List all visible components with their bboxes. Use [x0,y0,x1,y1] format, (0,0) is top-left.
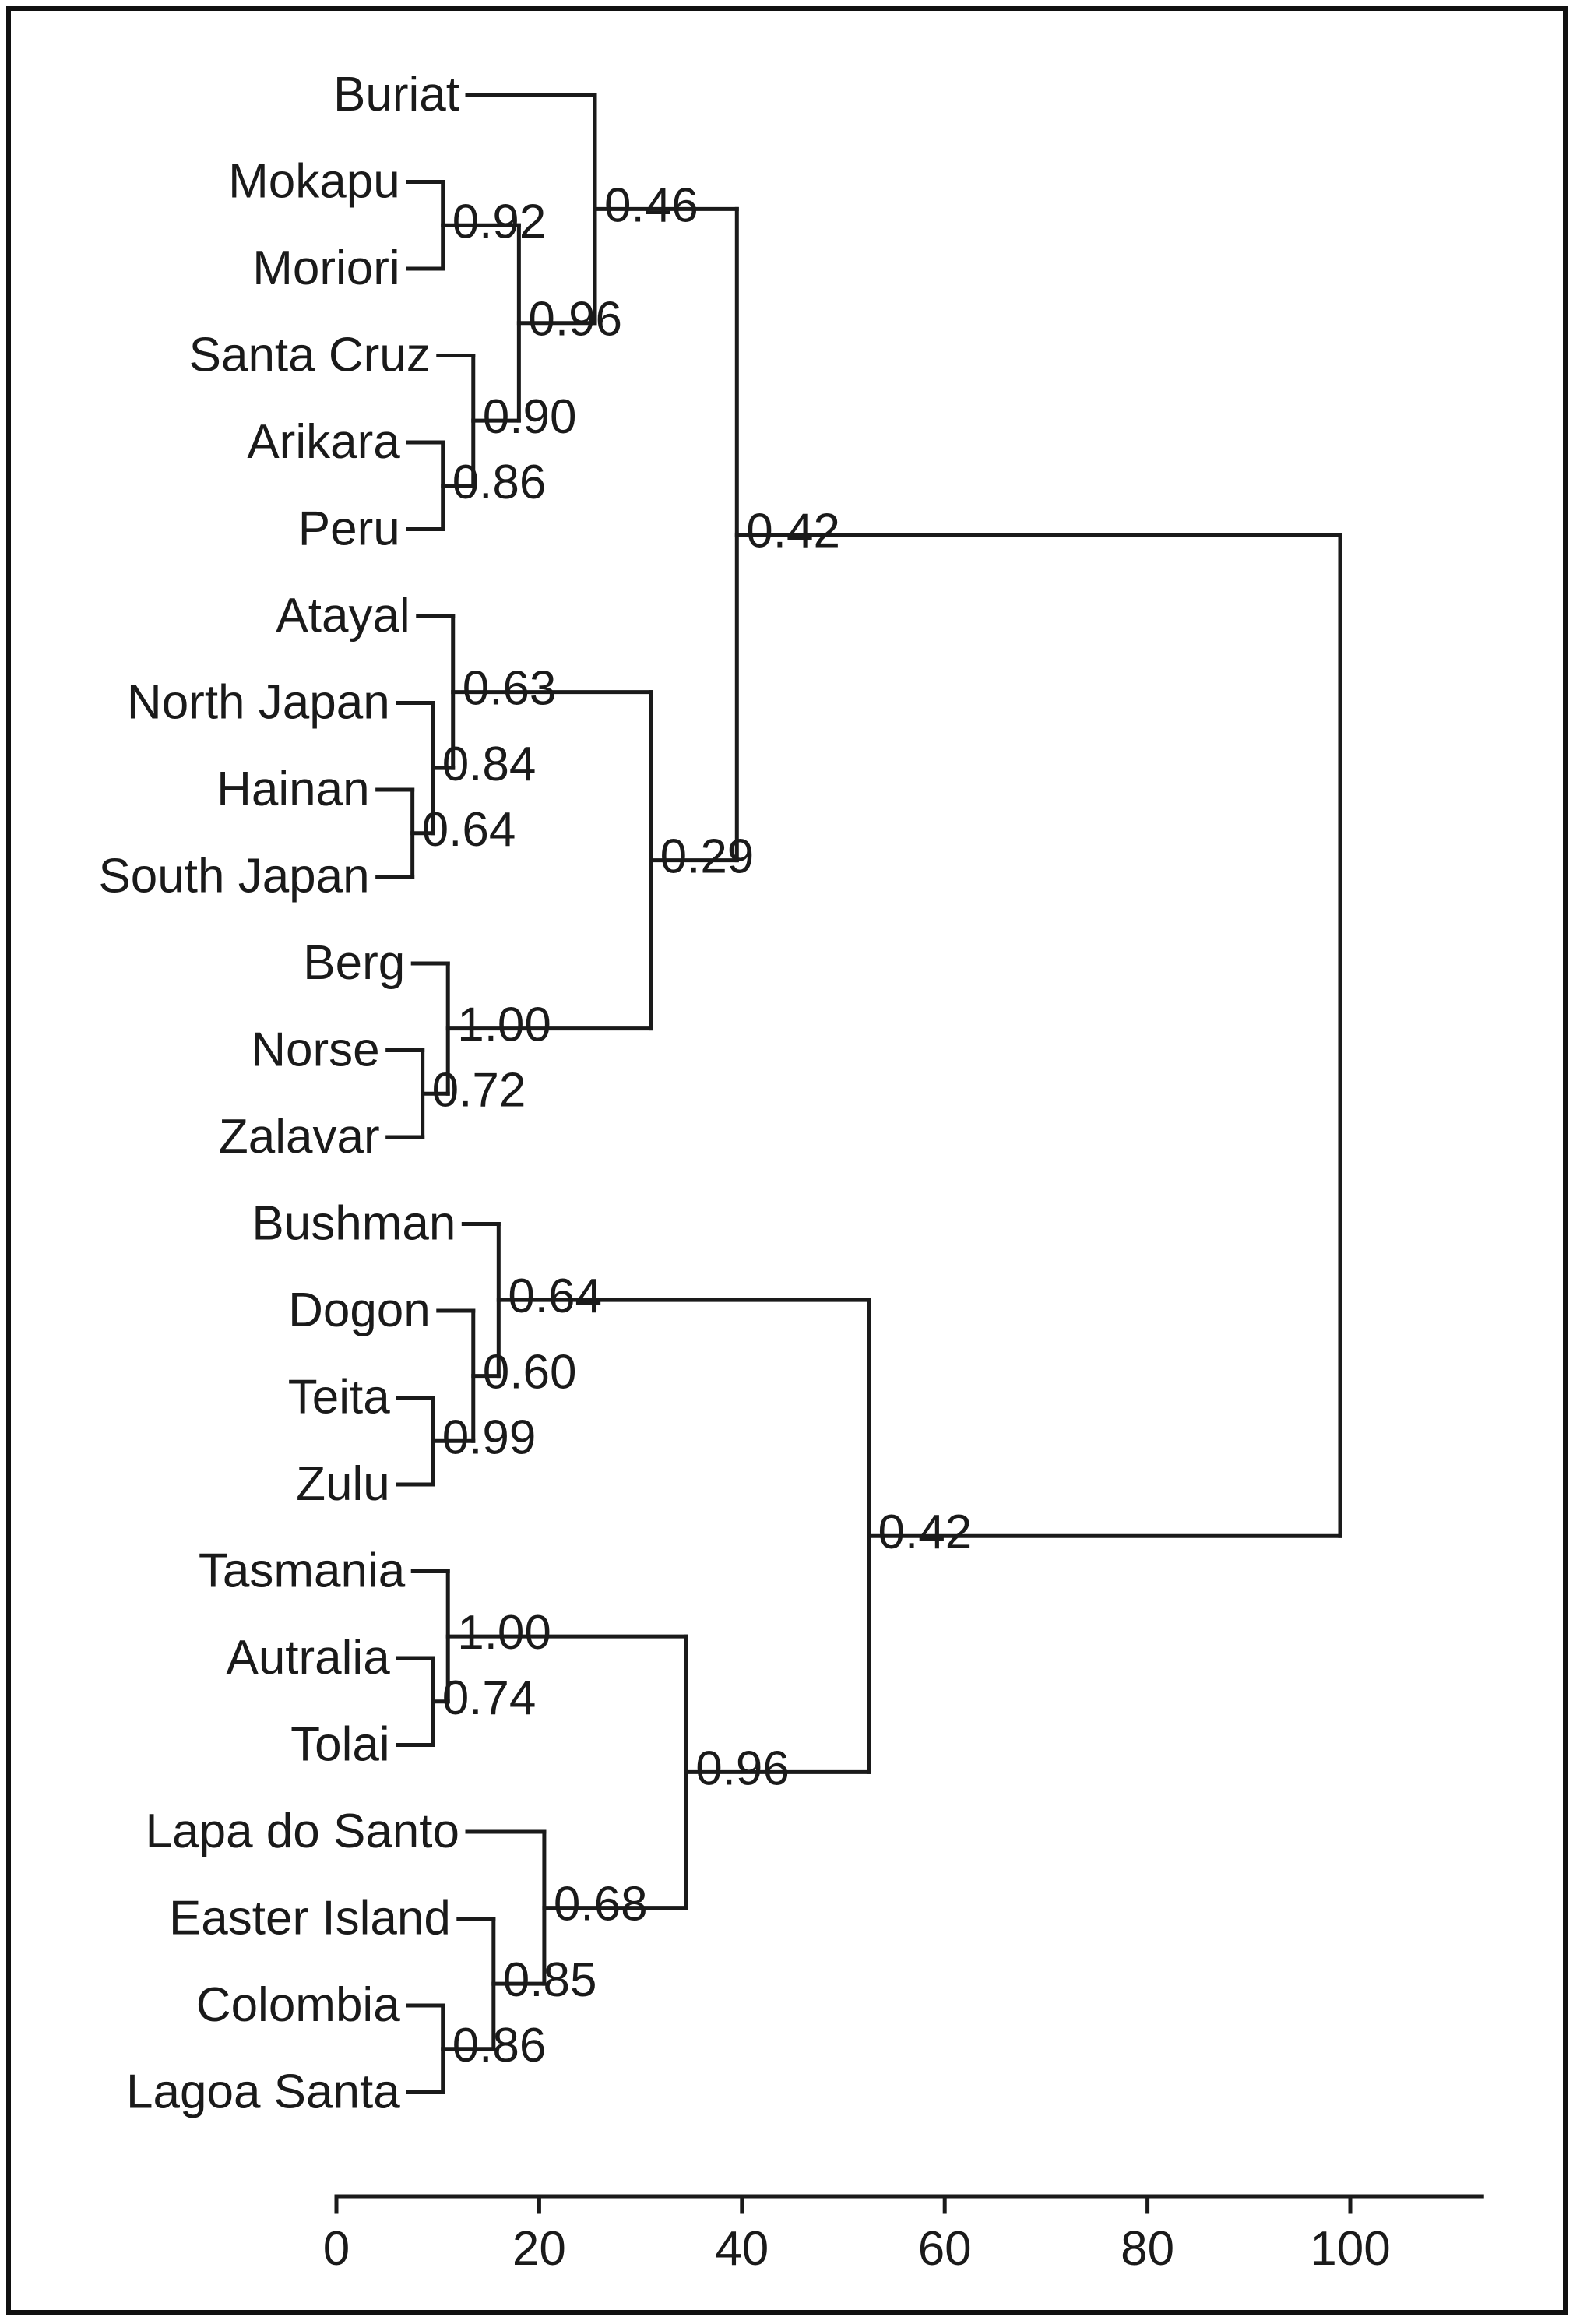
leaf-label-autralia: Autralia [226,1631,390,1685]
x-tick-label-40: 40 [715,2222,769,2276]
x-tick-label-80: 80 [1121,2222,1174,2276]
support-col-lag: 0.86 [452,2019,547,2072]
leaf-label-berg: Berg [303,936,405,990]
leaf-label-moriori: Moriori [252,241,399,295]
leaf-label-peru: Peru [298,502,400,556]
leaf-label-norse: Norse [251,1023,379,1077]
support-mok-mor: 0.92 [452,195,547,248]
support-nj-grp: 0.84 [442,738,537,791]
support-lapa-grp: 0.68 [554,1878,648,1931]
leaf-label-zalavar: Zalavar [219,1110,380,1164]
leaf-label-bushman: Bushman [252,1197,456,1251]
x-tick-label-0: 0 [323,2222,350,2276]
support-oceania: 0.96 [695,1741,790,1795]
support-hai-sj: 0.64 [422,803,516,857]
leaf-label-colombia: Colombia [196,1978,400,2032]
support-values: 0.92 0.86 0.90 0.96 0.46 0.64 0.84 0.63 0.72 1.00… [422,178,973,2072]
support-dog-grp: 0.60 [483,1346,577,1400]
tree-branches [375,93,1342,2094]
leaf-label-lagoa-santa: Lagoa Santa [126,2065,400,2119]
leaf-label-lapa-do-santo: Lapa do Santo [146,1805,459,1858]
leaf-label-teita: Teita [288,1371,390,1424]
leaf-label-buriat: Buriat [333,68,459,121]
leaf-label-hainan: Hainan [216,762,369,816]
support-south: 0.42 [878,1505,973,1559]
support-eas-grp: 0.85 [503,1953,597,2007]
x-axis: 0 20 40 60 80 100 [323,2194,1484,2276]
leaf-label-mokapu: Mokapu [228,155,400,209]
leaf-label-north-japan: North Japan [127,676,390,730]
x-tick-label-100: 100 [1310,2222,1390,2276]
support-asia-eur: 0.29 [660,830,755,884]
support-tei-zul: 0.99 [442,1410,537,1464]
support-north: 0.42 [746,504,840,558]
leaf-label-tolai: Tolai [290,1718,390,1772]
leaf-labels: Buriat Mokapu Moriori Santa Cruz Arikara Peru… [98,68,459,2119]
x-tick-label-60: 60 [918,2222,972,2276]
leaf-label-atayal: Atayal [276,589,410,643]
leaf-label-south-japan: South Japan [98,850,369,903]
support-nor-zal: 0.72 [432,1063,526,1117]
support-tas-grp: 1.00 [457,1606,551,1660]
figure-frame [6,6,1568,2315]
x-tick-label-20: 20 [512,2222,566,2276]
support-bur-grp: 0.46 [604,178,699,232]
support-mm-sc: 0.96 [528,293,622,347]
leaf-label-santa-cruz: Santa Cruz [189,329,431,382]
support-africa: 0.64 [508,1269,602,1323]
leaf-label-arikara: Arikara [247,415,400,469]
support-ata-grp: 0.63 [463,662,557,716]
leaf-label-zulu: Zulu [296,1457,390,1511]
support-sc-ap: 0.90 [483,390,577,444]
support-ari-per: 0.86 [452,456,547,509]
leaf-label-tasmania: Tasmania [199,1544,406,1598]
leaf-label-dogon: Dogon [288,1283,431,1337]
leaf-label-easter-island: Easter Island [169,1892,451,1945]
support-aut-tol: 0.74 [442,1671,537,1725]
support-berg-grp: 1.00 [457,998,551,1052]
